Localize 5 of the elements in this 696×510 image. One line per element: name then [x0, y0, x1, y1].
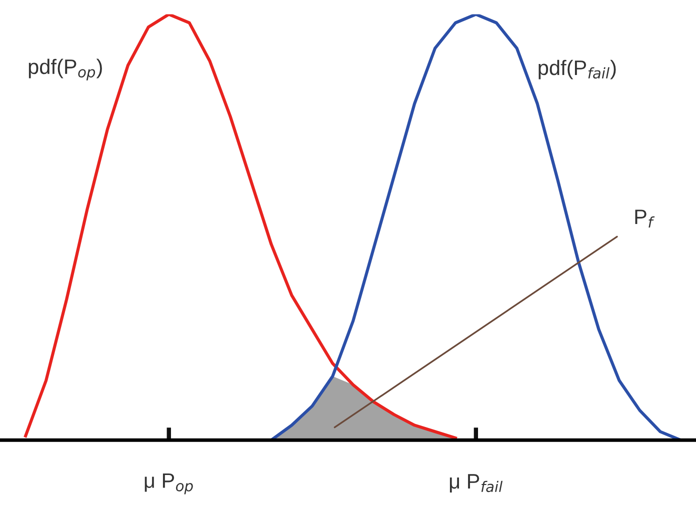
annotation: P$_{f}$	[635, 210, 655, 228]
x-tick-label: μ P$_{op}$	[144, 473, 193, 494]
series-label: pdf(P$_{fail}$)	[538, 60, 616, 80]
series-label: pdf(P$_{op}$)	[28, 58, 102, 80]
x-tick-label: μ P$_{fail}$	[450, 474, 503, 493]
